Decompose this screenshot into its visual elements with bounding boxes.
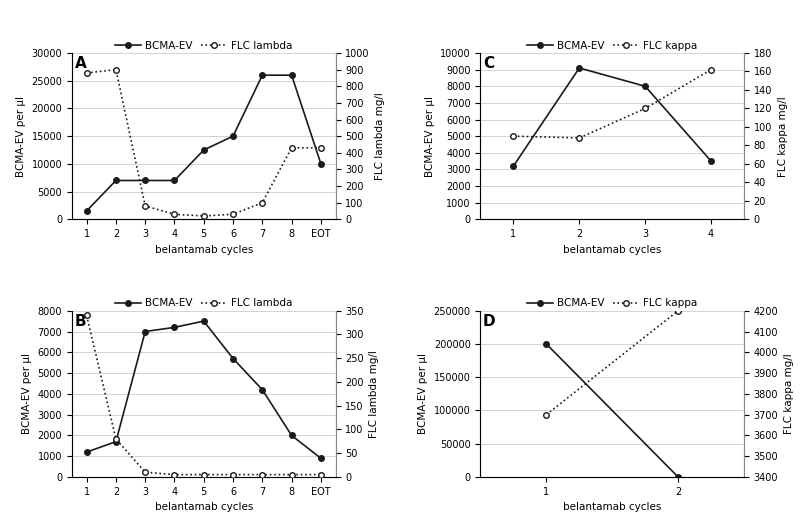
Y-axis label: BCMA-EV per µl: BCMA-EV per µl: [425, 95, 434, 176]
X-axis label: belantamab cycles: belantamab cycles: [563, 244, 662, 254]
Text: B: B: [74, 314, 86, 329]
Y-axis label: BCMA-EV per µl: BCMA-EV per µl: [22, 354, 32, 435]
X-axis label: belantamab cycles: belantamab cycles: [563, 502, 662, 513]
Text: D: D: [483, 314, 496, 329]
Text: A: A: [74, 56, 86, 72]
Legend: BCMA-EV, FLC kappa: BCMA-EV, FLC kappa: [523, 294, 702, 313]
X-axis label: belantamab cycles: belantamab cycles: [154, 244, 253, 254]
Text: C: C: [483, 56, 494, 72]
X-axis label: belantamab cycles: belantamab cycles: [154, 502, 253, 513]
Y-axis label: BCMA-EV per µl: BCMA-EV per µl: [16, 95, 26, 176]
Y-axis label: FLC kappa mg/l: FLC kappa mg/l: [784, 354, 794, 434]
Legend: BCMA-EV, FLC lambda: BCMA-EV, FLC lambda: [110, 294, 297, 313]
Y-axis label: FLC kappa mg/l: FLC kappa mg/l: [778, 96, 788, 176]
Legend: BCMA-EV, FLC lambda: BCMA-EV, FLC lambda: [110, 37, 297, 55]
Y-axis label: BCMA-EV per µl: BCMA-EV per µl: [418, 354, 428, 435]
Y-axis label: FLC lambda mg/l: FLC lambda mg/l: [375, 92, 386, 180]
Y-axis label: FLC lambda mg/l: FLC lambda mg/l: [370, 350, 379, 438]
Legend: BCMA-EV, FLC kappa: BCMA-EV, FLC kappa: [523, 37, 702, 55]
